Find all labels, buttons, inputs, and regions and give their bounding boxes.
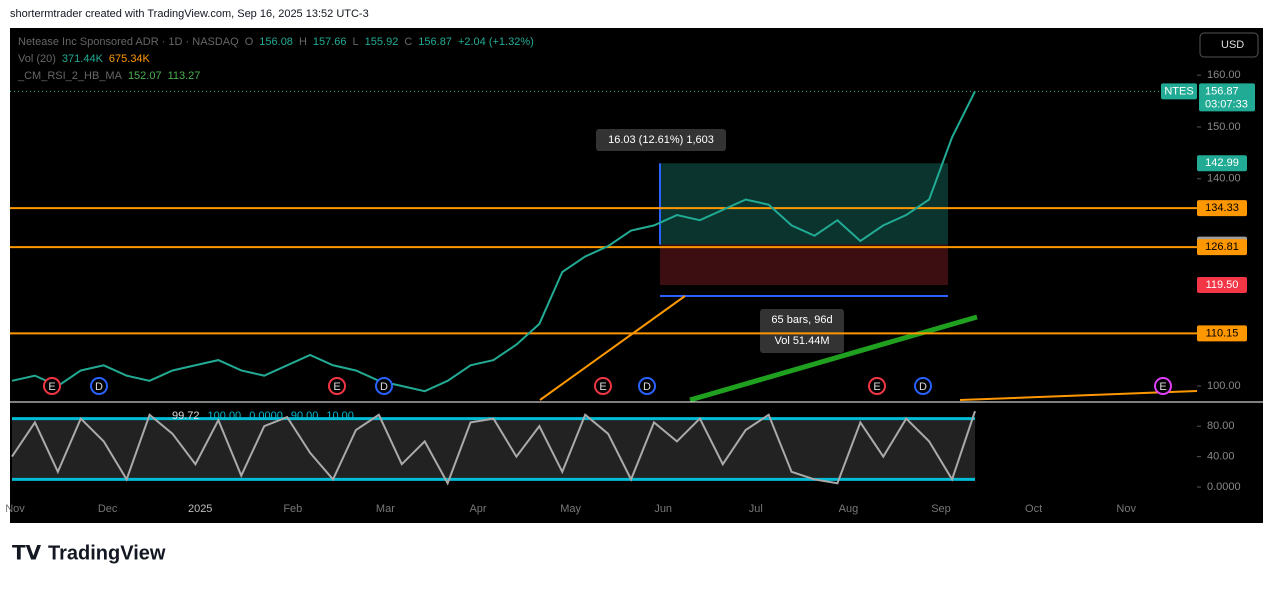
rsi-legend: 0.0000 — [249, 410, 283, 422]
measure-vol: Vol 51.44M — [774, 335, 829, 347]
last-price-tag — [1199, 83, 1255, 112]
legend-text: L — [353, 36, 359, 48]
credit: shortermtrader created with TradingView.… — [10, 8, 369, 20]
trendline — [689, 314, 978, 403]
measure-tag — [760, 309, 844, 353]
x-tick-label: Nov — [1116, 503, 1136, 515]
symbol-tag — [1161, 83, 1197, 100]
trendline — [539, 295, 686, 401]
legend-text: Vol (20) — [18, 53, 56, 65]
legend-text: 371.44K — [62, 53, 104, 65]
level-label: 142.99 — [1205, 157, 1239, 169]
x-tick-label: Apr — [469, 503, 486, 515]
price-line — [11, 90, 976, 393]
rsi-tick-label: 80.00 — [1207, 420, 1235, 432]
x-tick-label: May — [560, 503, 581, 515]
level-tag — [1197, 239, 1247, 256]
legend-text: O — [245, 36, 254, 48]
measure-bars: 65 bars, 96d — [771, 314, 832, 326]
rsi-tick-label: 0.0000 — [1207, 481, 1241, 493]
event-label: D — [643, 381, 651, 393]
level-label: 126.81 — [1205, 241, 1239, 253]
legend-text: 156.87 — [418, 36, 452, 48]
level-tag — [1197, 200, 1247, 217]
legend-text: 156.08 — [259, 36, 293, 48]
level-tag — [1197, 325, 1247, 342]
currency-button[interactable] — [1199, 32, 1259, 58]
legend-text: 157.66 — [313, 36, 347, 48]
rsi-tick-label: 40.00 — [1207, 451, 1235, 463]
y-tick-label: 140.00 — [1207, 173, 1241, 185]
event-marker — [43, 377, 61, 395]
y-tick-label: 100.00 — [1207, 380, 1241, 392]
event-marker — [638, 377, 656, 395]
event-label: E — [48, 381, 55, 393]
event-label: D — [380, 381, 388, 393]
x-tick-label: Sep — [931, 503, 951, 515]
x-tick-label: Jul — [749, 503, 763, 515]
event-label: E — [873, 381, 880, 393]
level-label: 119.50 — [1206, 279, 1239, 291]
legend-text: 675.34K — [109, 53, 151, 65]
level-tag — [1197, 155, 1247, 172]
x-tick-label: Aug — [839, 503, 859, 515]
rsi-legend: 10.00 — [326, 410, 354, 422]
symbol: NTES — [1164, 85, 1193, 97]
event-marker — [328, 377, 346, 395]
countdown: 03:07:33 — [1205, 98, 1248, 110]
measure-label: 16.03 (12.61%) 1,603 — [608, 134, 714, 146]
legend-text: _CM_RSI_2_HB_MA — [17, 70, 123, 82]
logo: TradingView — [48, 542, 166, 564]
logo-mark: 𝗧𝗩 — [12, 542, 42, 564]
legend-text: H — [299, 36, 307, 48]
measure-loss — [660, 244, 948, 285]
level-tag — [1197, 276, 1247, 293]
x-tick-label: Mar — [376, 503, 395, 515]
legend-text: +2.04 (+1.32%) — [458, 36, 534, 48]
event-marker — [868, 377, 886, 395]
event-marker — [914, 377, 932, 395]
x-tick-label: Feb — [283, 503, 302, 515]
event-marker — [375, 377, 393, 395]
event-label: D — [95, 381, 103, 393]
legend-text: 152.07 — [128, 70, 162, 82]
level-label: 134.33 — [1205, 202, 1239, 214]
event-marker — [90, 377, 108, 395]
x-tick-label: Jun — [654, 503, 672, 515]
event-label: E — [599, 381, 606, 393]
rsi-band — [12, 418, 975, 480]
event-label: E — [1159, 381, 1166, 393]
legend-text: Netease Inc Sponsored ADR · 1D · NASDAQ — [18, 36, 239, 48]
level-label: 110.15 — [1206, 327, 1239, 339]
rsi-legend: 99.72 — [172, 410, 200, 422]
measure-tag — [596, 129, 726, 151]
last-price: 156.87 — [1205, 85, 1239, 97]
event-label: D — [919, 381, 927, 393]
legend-text: C — [404, 36, 412, 48]
event-marker — [594, 377, 612, 395]
legend-text: 155.92 — [365, 36, 399, 48]
rsi-legend: 100.00 — [208, 410, 242, 422]
event-label: E — [333, 381, 340, 393]
x-tick-label: 2025 — [188, 503, 212, 515]
y-tick-label: 160.00 — [1207, 69, 1241, 81]
legend-text: 113.27 — [168, 70, 201, 82]
x-tick-label: Nov — [5, 503, 25, 515]
rsi-legend: 90.00 — [291, 410, 319, 422]
x-tick-label: Dec — [98, 503, 118, 515]
measure-gain — [660, 163, 948, 245]
rsi-line — [11, 410, 976, 486]
event-marker — [1154, 377, 1172, 395]
currency: USD — [1221, 39, 1244, 51]
x-tick-label: Oct — [1025, 503, 1042, 515]
y-tick-label: 150.00 — [1207, 121, 1241, 133]
